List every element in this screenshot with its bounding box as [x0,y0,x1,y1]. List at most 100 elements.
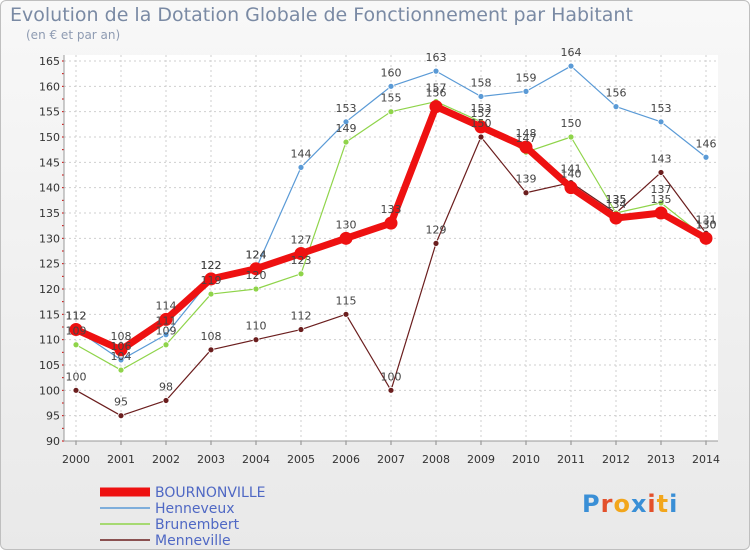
data-label: 95 [114,396,128,409]
data-point-menneville [657,169,665,176]
data-label: 109 [156,325,177,338]
data-point-henneveux [117,356,125,364]
data-label: 115 [336,294,357,307]
data-label: 150 [471,117,492,130]
data-label: 124 [246,249,267,262]
data-point-menneville [252,336,260,344]
x-tick-label: 2000 [62,453,90,466]
data-label: 110 [246,320,267,333]
data-point-bournonville [249,262,263,276]
x-tick-label: 2010 [512,453,540,466]
data-label: 152 [471,107,492,120]
data-label: 143 [651,152,672,165]
data-point-henneveux [477,93,485,100]
data-label: 153 [336,102,357,115]
data-point-menneville [72,386,80,394]
logo-letter: t [656,490,670,518]
y-tick-label: 105 [39,359,60,372]
data-point-henneveux [567,62,575,70]
data-label: 144 [291,147,312,160]
data-point-menneville [432,239,440,247]
x-tick-label: 2009 [467,453,495,466]
legend-label: Brunembert [155,517,240,533]
data-label: 149 [336,122,357,135]
data-point-bournonville [339,231,353,245]
y-tick-label: 135 [39,207,60,220]
data-point-henneveux [162,331,170,339]
data-label: 120 [246,269,267,282]
data-point-bournonville [159,312,173,326]
data-label: 164 [561,46,582,59]
data-point-bournonville [564,181,578,195]
data-point-bournonville [699,231,713,245]
y-tick-label: 155 [39,106,60,119]
data-label: 98 [159,380,173,393]
data-label: 140 [561,168,582,181]
data-point-bournonville [474,120,488,134]
data-point-henneveux [432,67,440,75]
data-label: 135 [606,193,627,206]
x-tick-label: 2013 [647,453,675,466]
data-label: 141 [561,163,582,176]
grid [64,55,718,442]
x-tick-label: 2007 [377,453,405,466]
data-point-bournonville [204,272,218,286]
data-label: 135 [606,193,627,206]
x-tick-label: 2012 [602,453,630,466]
data-point-henneveux [342,118,350,126]
data-label: 112 [66,310,87,323]
data-point-brunembert [72,341,80,349]
data-label: 130 [696,218,717,231]
logo-letter: i [647,490,657,518]
data-label: 114 [156,299,177,312]
data-label: 122 [201,259,222,272]
data-label: 139 [516,173,537,186]
data-point-bournonville [294,247,308,261]
data-point-henneveux [657,118,665,126]
x-tick-label: 2006 [332,453,360,466]
legend-label: Henneveux [155,501,235,517]
data-label: 130 [696,218,717,231]
data-label: 124 [246,249,267,262]
data-label: 156 [426,87,447,100]
data-point-menneville [297,326,305,333]
data-point-brunembert [342,138,350,146]
data-point-brunembert [567,133,575,141]
y-tick-label: 95 [46,410,60,423]
data-label: 106 [111,340,132,353]
data-point-henneveux [297,163,305,171]
y-tick-label: 140 [39,182,60,195]
data-point-bournonville [429,100,443,114]
data-point-brunembert [252,285,260,293]
proxiti-logo: Proxiti [582,490,678,518]
data-point-brunembert [657,199,665,207]
data-point-bournonville [609,211,623,225]
data-label: 150 [561,117,582,130]
y-tick-label: 125 [39,258,60,271]
data-point-menneville [117,412,125,420]
data-label: 129 [426,223,447,236]
data-label: 155 [381,92,402,105]
data-label: 158 [471,76,492,89]
data-label: 147 [516,132,537,145]
logo-letter: r [600,490,614,518]
data-label: 137 [651,183,672,196]
data-point-bournonville [654,206,668,220]
logo-letter: i [669,490,679,518]
data-label: 153 [471,102,492,115]
series-lines [69,62,713,420]
y-tick-label: 145 [39,156,60,169]
data-label: 163 [426,51,447,64]
data-label: 104 [111,350,132,363]
data-label: 108 [201,330,222,343]
data-point-menneville [477,133,485,141]
chart-title: Evolution de la Dotation Globale de Fonc… [10,4,633,26]
data-label: 153 [651,102,672,115]
data-label: 156 [606,87,627,100]
y-tick-label: 115 [39,308,60,321]
data-point-menneville [207,346,215,354]
data-label: 111 [156,315,177,328]
y-tick-label: 165 [39,55,60,68]
chart-subtitle: (en € et par an) [26,28,121,42]
data-point-bournonville [384,216,398,230]
